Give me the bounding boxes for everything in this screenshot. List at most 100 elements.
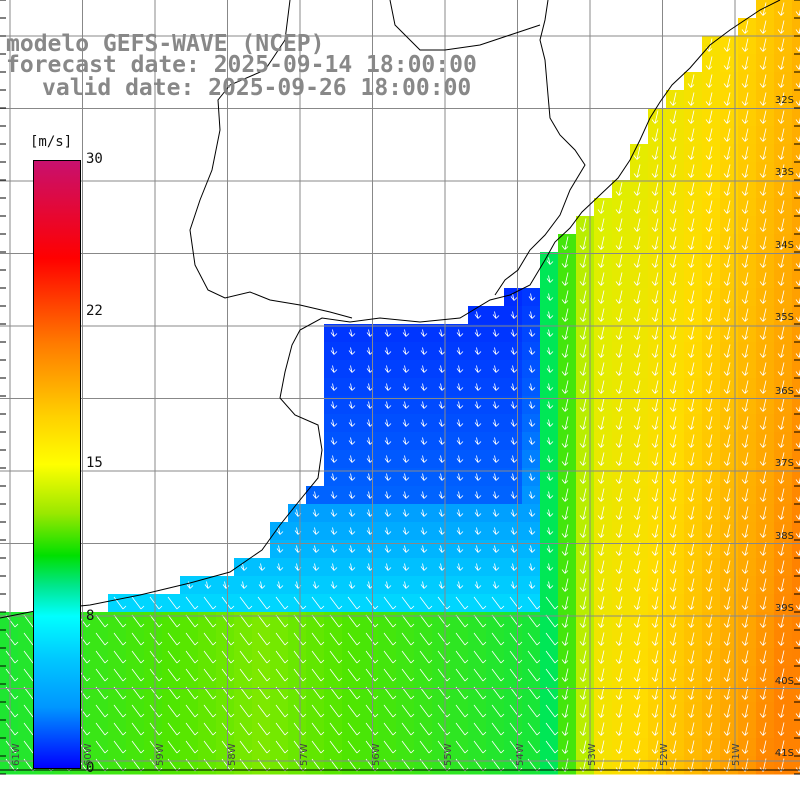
field-cell xyxy=(756,36,775,55)
field-cell xyxy=(720,432,739,451)
field-cell xyxy=(540,666,559,685)
wind-arrow xyxy=(528,455,536,463)
wind-arrow xyxy=(545,722,559,736)
wind-arrow xyxy=(527,722,541,736)
field-cell xyxy=(774,36,793,55)
wind-arrow xyxy=(723,542,731,556)
field-cell xyxy=(792,90,800,109)
wind-arrow xyxy=(669,218,677,232)
field-cell xyxy=(738,234,757,253)
field-cell xyxy=(126,612,145,631)
wind-arrow xyxy=(741,128,749,142)
field-cell xyxy=(180,738,199,757)
wind-arrow xyxy=(312,581,320,589)
field-cell xyxy=(324,594,343,613)
wind-arrow xyxy=(510,311,518,319)
field-cell xyxy=(738,180,757,199)
field-cell xyxy=(162,666,181,685)
wind-arrow xyxy=(633,344,641,358)
wind-arrow xyxy=(510,491,518,499)
wind-arrow xyxy=(651,398,659,412)
wind-arrow xyxy=(528,401,536,409)
wind-arrow xyxy=(759,218,767,232)
field-cell xyxy=(630,738,649,757)
wind-arrow xyxy=(633,740,641,754)
lat-label: 38S xyxy=(774,531,794,542)
field-cell xyxy=(684,306,703,325)
field-cell xyxy=(720,270,739,289)
wind-arrow xyxy=(723,146,731,160)
wind-arrow xyxy=(131,632,145,646)
wind-arrow xyxy=(723,74,731,88)
field-cell xyxy=(558,360,577,379)
wind-arrow xyxy=(723,416,731,430)
wind-arrow xyxy=(759,650,767,664)
field-cell xyxy=(648,126,667,145)
field-cell xyxy=(504,666,523,685)
field-cell xyxy=(666,576,685,595)
wind-arrow xyxy=(561,272,569,286)
field-cell xyxy=(468,594,487,613)
field-cell xyxy=(666,558,685,577)
field-cell xyxy=(792,576,800,595)
field-cell xyxy=(792,126,800,145)
wind-arrow xyxy=(741,668,749,682)
field-cell xyxy=(612,270,631,289)
field-cell xyxy=(756,612,775,631)
wind-arrow xyxy=(759,542,767,556)
wind-arrow xyxy=(759,704,767,718)
wind-arrow xyxy=(615,578,623,592)
field-cell xyxy=(270,594,289,613)
field-cell xyxy=(684,342,703,361)
wind-arrow xyxy=(491,668,505,682)
wind-arrow xyxy=(401,722,415,736)
field-cell xyxy=(612,576,631,595)
field-cell xyxy=(702,576,721,595)
field-cell xyxy=(666,252,685,271)
colorbar xyxy=(33,160,81,769)
wind-arrow xyxy=(579,416,587,430)
wind-arrow xyxy=(167,596,181,610)
wind-arrow xyxy=(741,488,749,502)
field-cell xyxy=(522,594,541,613)
field-cell xyxy=(648,270,667,289)
wind-arrow xyxy=(473,722,487,736)
wind-arrow xyxy=(741,308,749,322)
field-cell xyxy=(324,612,343,631)
wind-arrow xyxy=(723,344,731,358)
wind-arrow xyxy=(402,491,410,499)
field-cell xyxy=(432,702,451,721)
wind-arrow xyxy=(384,491,392,499)
field-cell xyxy=(594,468,613,487)
field-cell xyxy=(720,576,739,595)
wind-arrow xyxy=(275,614,289,628)
field-cell xyxy=(0,630,19,649)
field-cell xyxy=(594,324,613,343)
field-cell xyxy=(324,684,343,703)
wind-arrow xyxy=(705,326,713,340)
field-cell xyxy=(666,162,685,181)
field-cell xyxy=(558,486,577,505)
field-cell xyxy=(360,702,379,721)
wind-arrow xyxy=(723,254,731,268)
wind-arrow xyxy=(705,632,713,646)
field-cell xyxy=(576,360,595,379)
wind-arrow xyxy=(239,596,253,610)
wind-arrow xyxy=(633,326,641,340)
wind-arrow xyxy=(687,560,695,574)
field-cell xyxy=(792,756,800,775)
wind-arrow xyxy=(579,218,587,232)
field-cell xyxy=(414,720,433,739)
wind-arrow xyxy=(687,578,695,592)
field-cell xyxy=(684,108,703,127)
wind-arrow xyxy=(561,542,569,556)
field-cell xyxy=(90,720,109,739)
field-cell xyxy=(576,684,595,703)
field-cell xyxy=(702,540,721,559)
wind-arrow xyxy=(615,236,623,250)
field-cell xyxy=(612,360,631,379)
wind-arrow xyxy=(528,311,536,319)
field-cell xyxy=(648,252,667,271)
field-cell xyxy=(594,594,613,613)
wind-arrow xyxy=(669,416,677,430)
